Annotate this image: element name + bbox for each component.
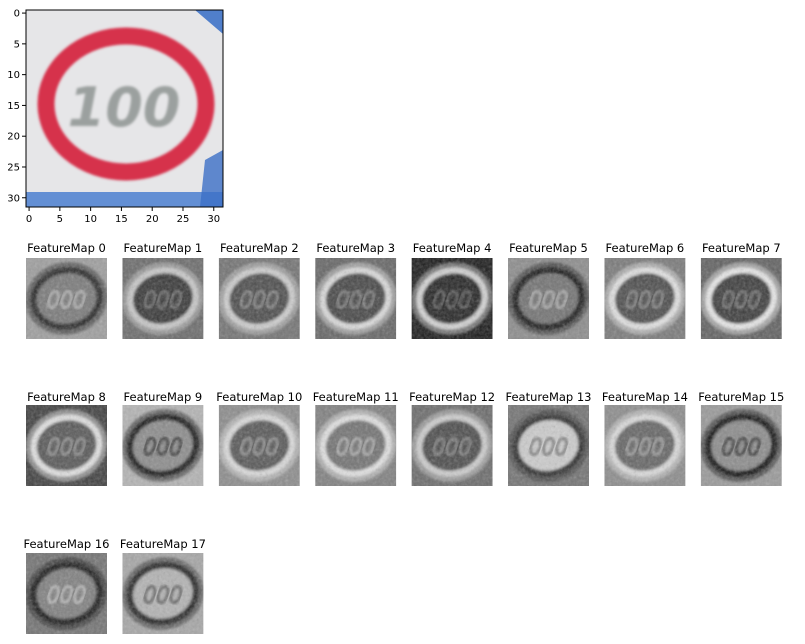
- feature-map-tile: FeatureMap 1: [122, 241, 204, 339]
- feature-map-title: FeatureMap 5: [509, 241, 588, 255]
- input-image: 100: [26, 10, 223, 207]
- y-tick-label: 25: [7, 162, 20, 173]
- feature-map-tile: FeatureMap 7: [700, 241, 782, 339]
- y-tick-label: 20: [7, 132, 20, 143]
- x-tick-label: 20: [146, 214, 159, 225]
- feature-map-tile: FeatureMap 11: [313, 390, 399, 486]
- feature-map-title: FeatureMap 15: [698, 390, 784, 404]
- sign-digits: 100: [68, 76, 181, 139]
- feature-map-image: [411, 405, 493, 486]
- feature-map-title: FeatureMap 9: [124, 390, 203, 404]
- feature-map-image: [508, 405, 589, 486]
- feature-map-title: FeatureMap 7: [702, 241, 781, 255]
- feature-map-tile: FeatureMap 4: [411, 241, 493, 339]
- feature-map-tile: FeatureMap 0: [26, 241, 107, 339]
- x-tick-label: 30: [207, 214, 220, 225]
- feature-map-title: FeatureMap 16: [23, 537, 109, 551]
- input-image-frame: [25, 9, 224, 208]
- feature-map-title: FeatureMap 10: [216, 390, 302, 404]
- x-tick-label: 0: [26, 214, 32, 225]
- feature-map-title: FeatureMap 3: [316, 241, 395, 255]
- feature-map-image: [411, 258, 493, 339]
- feature-map-title: FeatureMap 2: [220, 241, 299, 255]
- x-tick-label: 5: [57, 214, 63, 225]
- feature-map-tile: FeatureMap 6: [604, 241, 686, 339]
- feature-map-image: [315, 258, 397, 339]
- feature-map-tile: FeatureMap 3: [315, 241, 397, 339]
- feature-map-image: [26, 405, 107, 486]
- feature-map-image: [122, 258, 204, 339]
- feature-map-image: [26, 258, 107, 339]
- feature-map-image: [122, 553, 204, 634]
- x-tick-label: 25: [177, 214, 190, 225]
- feature-map-title: FeatureMap 11: [313, 390, 399, 404]
- feature-map-image: [700, 258, 782, 339]
- feature-map-title: FeatureMap 13: [505, 390, 591, 404]
- feature-map-image: [315, 405, 397, 486]
- feature-map-tile: FeatureMap 16: [23, 537, 110, 634]
- y-tick-label: 5: [14, 39, 20, 50]
- feature-map-tile: FeatureMap 17: [120, 537, 206, 634]
- feature-map-tile: FeatureMap 2: [218, 241, 300, 339]
- feature-map-tile: FeatureMap 8: [26, 390, 107, 486]
- feature-map-tile: FeatureMap 5: [508, 241, 589, 339]
- feature-map-image: [604, 405, 686, 486]
- feature-map-title: FeatureMap 1: [124, 241, 203, 255]
- feature-map-title: FeatureMap 8: [27, 390, 106, 404]
- feature-map-title: FeatureMap 0: [27, 241, 106, 255]
- x-tick-label: 15: [115, 214, 128, 225]
- feature-map-title: FeatureMap 17: [120, 537, 206, 551]
- feature-map-image: [508, 258, 589, 339]
- feature-map-title: FeatureMap 14: [602, 390, 688, 404]
- feature-map-image: [122, 405, 204, 486]
- sign-ring: [37, 27, 215, 181]
- x-tick-label: 10: [84, 214, 97, 225]
- feature-map-tile: FeatureMap 10: [216, 390, 302, 486]
- feature-map-image: [26, 553, 107, 634]
- feature-map-grid: FeatureMap 0 FeatureMap 1 FeatureMap 2 Feat…: [23, 241, 784, 634]
- feature-map-tile: FeatureMap 9: [122, 390, 204, 486]
- feature-map-title: FeatureMap 4: [413, 241, 492, 255]
- feature-map-tile: FeatureMap 15: [698, 390, 784, 486]
- feature-map-image: [218, 258, 300, 339]
- feature-map-tile: FeatureMap 12: [409, 390, 495, 486]
- input-image-axes: 0 5 10 15 20 25 30 0 5 10 15 20 25 30: [7, 9, 220, 225]
- y-tick-label: 15: [7, 101, 20, 112]
- feature-map-tile: FeatureMap 13: [505, 390, 592, 486]
- y-tick-label: 0: [14, 9, 20, 20]
- input-image-panel: 100 0 5 10 15 20 25 30 0 5 10 15 20 25 30: [7, 9, 224, 225]
- feature-map-title: FeatureMap 12: [409, 390, 495, 404]
- feature-map-image: [218, 405, 300, 486]
- feature-map-image: [604, 258, 686, 339]
- y-tick-label: 30: [7, 193, 20, 204]
- y-tick-label: 10: [7, 70, 20, 81]
- feature-map-title: FeatureMap 6: [606, 241, 685, 255]
- feature-map-image: [700, 405, 782, 486]
- feature-map-tile: FeatureMap 14: [602, 390, 688, 486]
